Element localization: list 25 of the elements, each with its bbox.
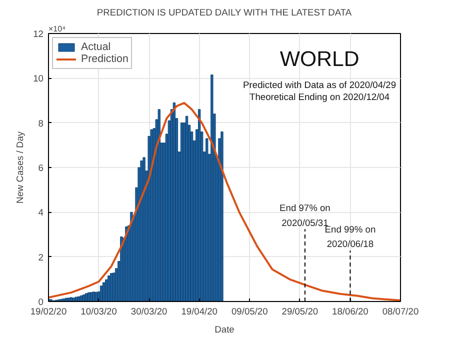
y-axis-title: New Cases / Day bbox=[15, 131, 26, 204]
y-tick-label: 2 bbox=[38, 252, 44, 262]
x-axis-title: Date bbox=[214, 324, 234, 334]
chart-title: PREDICTION IS UPDATED DAILY WITH THE LATEST DATA bbox=[96, 8, 352, 18]
text: ×10⁴ bbox=[48, 24, 66, 34]
x-tick-label: 19/04/20 bbox=[181, 306, 218, 316]
x-tick-label: 10/03/20 bbox=[80, 306, 117, 316]
y-tick-label: 6 bbox=[38, 163, 44, 173]
x-tick-label: 08/07/20 bbox=[382, 306, 419, 316]
x-tick-label: 29/05/20 bbox=[282, 306, 318, 316]
x-tick-label: 18/06/20 bbox=[332, 306, 368, 316]
legend-label: Prediction bbox=[81, 53, 128, 65]
annotation: Predicted with Data as of 2020/04/29 bbox=[243, 80, 396, 90]
y-tick-label: 10 bbox=[33, 74, 44, 84]
annotation: Theoretical Ending on 2020/12/04 bbox=[250, 92, 390, 102]
y-tick-label: 12 bbox=[33, 29, 44, 39]
ref-line-label: End 99% on 2020/06/18 bbox=[324, 224, 376, 250]
y-tick-label: 8 bbox=[38, 118, 44, 128]
y-tick-label: 0 bbox=[38, 297, 44, 307]
legend-label: Actual bbox=[81, 41, 111, 53]
annotation: WORLD bbox=[280, 47, 360, 72]
x-tick-label: 09/05/20 bbox=[231, 306, 268, 316]
x-tick-label: 30/03/20 bbox=[130, 306, 168, 316]
y-tick-label: 4 bbox=[38, 208, 44, 218]
x-tick-label: 19/02/20 bbox=[30, 306, 67, 316]
